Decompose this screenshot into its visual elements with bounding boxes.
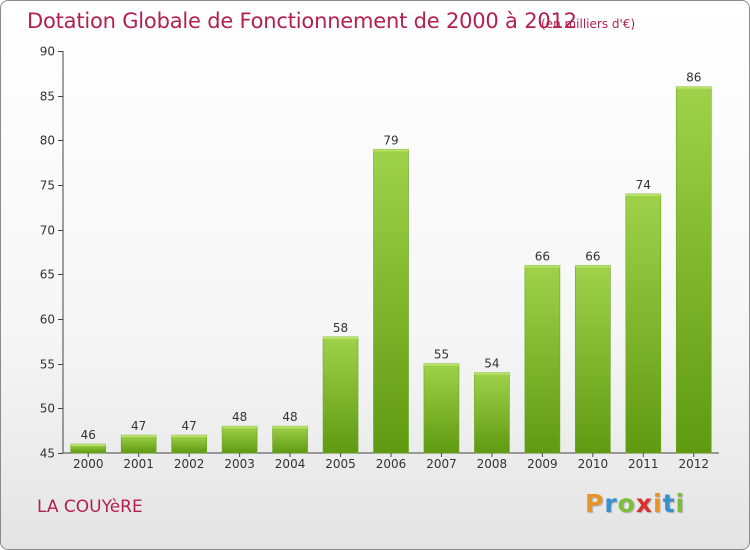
bar-highlight (272, 426, 308, 429)
y-tick-label: 50 (40, 402, 55, 416)
bar (322, 336, 359, 454)
logo-letter: t (662, 489, 676, 518)
bar-value-label: 47 (131, 419, 146, 433)
bar-highlight (171, 435, 207, 438)
x-tick-label: 2012 (678, 457, 709, 471)
y-tick-label: 75 (40, 179, 55, 193)
bar-highlight (575, 265, 611, 268)
bar-highlight (524, 265, 560, 268)
y-tick-label: 65 (40, 268, 55, 282)
bar-value-label: 47 (182, 419, 197, 433)
bar (524, 265, 561, 454)
bar-highlight (423, 363, 459, 366)
x-tick-label: 2002 (174, 457, 205, 471)
logo-letter: P (585, 489, 605, 518)
bar (373, 148, 409, 454)
bar-highlight (222, 426, 258, 429)
x-tick-label: 2001 (123, 457, 154, 471)
bar-highlight (373, 149, 409, 152)
logo-letter: x (635, 489, 653, 518)
proxiti-logo[interactable]: Proxiti (585, 489, 685, 518)
bar-value-label: 48 (232, 410, 247, 424)
bar-value-label: 74 (636, 178, 651, 192)
commune-name: LA COUYèRE (37, 497, 143, 517)
bar (423, 363, 460, 454)
bar-highlight (323, 336, 359, 339)
bar (474, 372, 510, 454)
y-tick-label: 45 (40, 447, 55, 461)
logo-letter: i (653, 489, 663, 518)
chart-title: Dotation Globale de Fonctionnement de 20… (27, 9, 577, 33)
bar (272, 425, 308, 454)
bar (171, 434, 207, 454)
bar-highlight (625, 193, 661, 196)
x-tick-label: 2008 (477, 457, 508, 471)
y-tick-label: 85 (40, 90, 55, 104)
bar (120, 434, 157, 454)
bar-value-label: 55 (434, 348, 449, 362)
logo-letter: r (604, 489, 618, 518)
y-tick-label: 70 (40, 224, 55, 238)
logo-letter: i (675, 489, 686, 518)
bar-value-label: 79 (383, 133, 398, 147)
y-axis: 45 50 55 60 65 70 75 80 85 90 (40, 45, 64, 461)
bar-highlight (121, 435, 157, 438)
x-tick-label: 2007 (426, 457, 457, 471)
bar (221, 425, 258, 454)
x-tick-label: 2005 (325, 457, 356, 471)
bar (575, 265, 611, 454)
x-tick-label: 2010 (578, 457, 609, 471)
bar-value-label: 86 (686, 71, 701, 85)
y-tick-label: 80 (40, 134, 55, 148)
x-tick-label: 2009 (527, 457, 558, 471)
data-labels: 46 47 47 48 48 58 79 55 54 66 66 74 86 (81, 71, 702, 442)
bar-highlight (474, 372, 510, 375)
x-tick-label: 2011 (628, 457, 659, 471)
bar-highlight (70, 444, 106, 447)
x-tick-label: 2000 (73, 457, 104, 471)
chart-unit: (en milliers d'€) (541, 17, 636, 31)
x-tick-label: 2006 (376, 457, 407, 471)
x-axis: 2000 2001 2002 2003 2004 2005 2006 2007 2008 2009… (63, 452, 719, 471)
bar (625, 193, 662, 454)
bar-value-label: 46 (81, 428, 96, 442)
x-tick-label: 2003 (224, 457, 255, 471)
logo-letter: o (617, 489, 636, 518)
bar-value-label: 54 (484, 357, 499, 371)
bar-value-label: 66 (535, 249, 550, 263)
bars (70, 86, 712, 454)
bar-value-label: 48 (282, 410, 297, 424)
bar-highlight (676, 86, 712, 89)
bar-value-label: 66 (585, 249, 600, 263)
bar-value-label: 58 (333, 321, 348, 335)
bar (675, 86, 712, 454)
y-tick-label: 90 (40, 45, 55, 59)
y-tick-label: 55 (40, 358, 55, 372)
y-tick-label: 60 (40, 313, 55, 327)
x-tick-label: 2004 (275, 457, 306, 471)
